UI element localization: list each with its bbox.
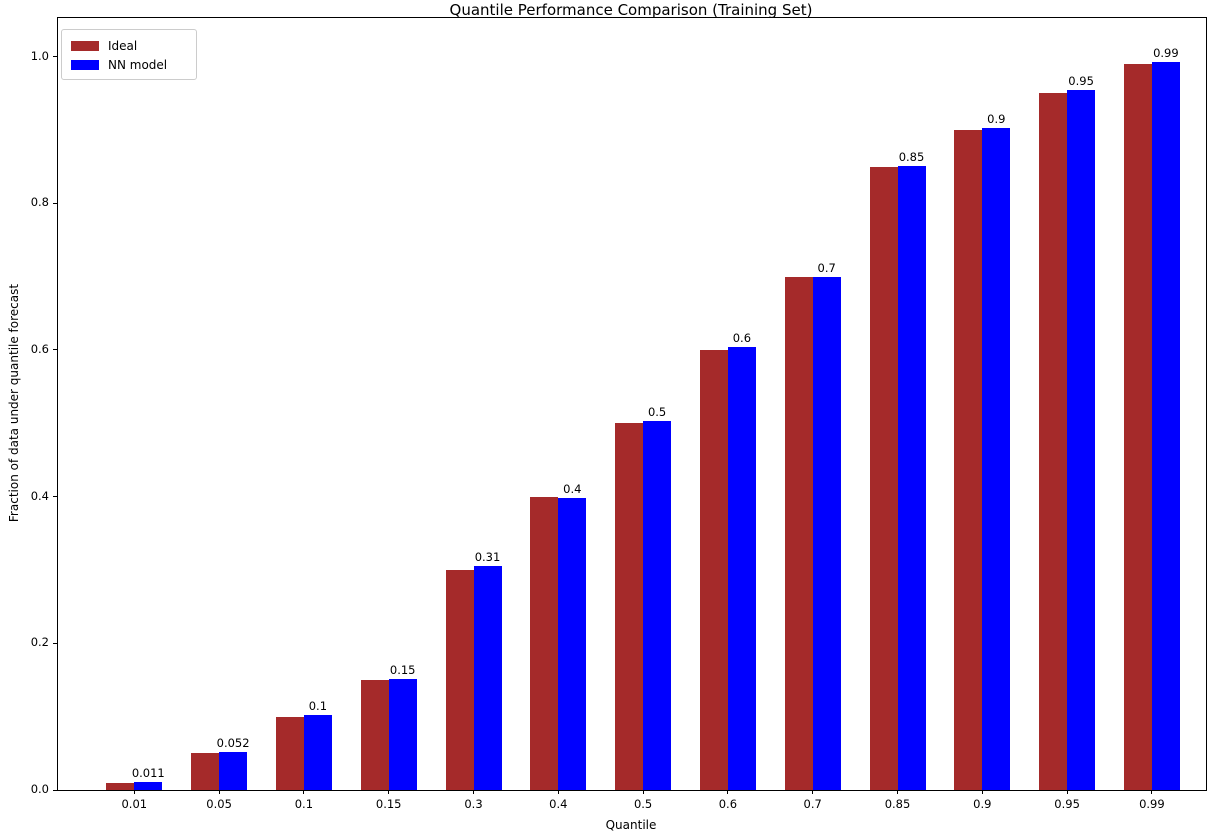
x-tick-label: 0.01 bbox=[121, 797, 148, 811]
bar-value-label: 0.052 bbox=[216, 735, 250, 750]
legend-swatch-ideal bbox=[71, 40, 99, 51]
bar-value-label: 0.4 bbox=[563, 482, 582, 497]
x-tick-label: 0.1 bbox=[294, 797, 314, 811]
x-tick-mark bbox=[1151, 790, 1153, 794]
bar-value-label: 0.95 bbox=[1068, 73, 1094, 88]
x-tick-mark bbox=[1066, 790, 1068, 794]
x-tick-mark bbox=[557, 790, 559, 794]
bar-ideal bbox=[1039, 93, 1068, 790]
bar-nn-model bbox=[219, 751, 248, 790]
x-tick-mark bbox=[812, 790, 814, 794]
x-tick-mark bbox=[388, 790, 390, 794]
y-tick-label: 0.2 bbox=[30, 635, 49, 650]
legend-label-nn-model: NN model bbox=[108, 57, 168, 72]
bar-ideal bbox=[360, 679, 389, 790]
bar-ideal bbox=[699, 349, 728, 790]
y-tick-mark bbox=[53, 202, 57, 204]
bar-nn-model bbox=[134, 781, 163, 790]
y-tick-label: 0.0 bbox=[30, 782, 49, 796]
bar-ideal bbox=[615, 423, 644, 790]
x-tick-mark bbox=[642, 790, 644, 794]
x-tick-label: 0.99 bbox=[1139, 797, 1165, 811]
bar-nn-model bbox=[727, 346, 756, 790]
x-tick-mark bbox=[897, 790, 898, 794]
bar-ideal bbox=[106, 782, 135, 790]
x-tick-mark bbox=[303, 790, 305, 794]
bar-ideal bbox=[191, 753, 220, 790]
x-tick-label: 0.15 bbox=[375, 797, 402, 811]
bar-value-label: 0.5 bbox=[647, 405, 667, 420]
bar-ideal bbox=[954, 129, 983, 790]
bar-nn-model bbox=[982, 127, 1011, 790]
bar-value-label: 0.85 bbox=[898, 149, 925, 164]
bar-ideal bbox=[530, 496, 559, 790]
bar-value-label: 0.011 bbox=[131, 765, 165, 780]
bar-value-label: 0.1 bbox=[308, 699, 328, 714]
bar-value-label: 0.6 bbox=[732, 330, 752, 345]
bar-value-label: 0.31 bbox=[474, 550, 501, 565]
x-tick-label: 0.05 bbox=[206, 797, 232, 811]
x-tick-mark bbox=[981, 790, 983, 794]
x-tick-label: 0.6 bbox=[718, 797, 738, 811]
bar-value-label: 0.7 bbox=[817, 260, 836, 275]
x-tick-label: 0.4 bbox=[549, 797, 568, 811]
bar-value-label: 0.15 bbox=[389, 662, 416, 677]
bar-value-label: 0.99 bbox=[1153, 46, 1179, 61]
y-tick-label: 0.6 bbox=[30, 341, 49, 356]
legend-item-ideal: Ideal bbox=[71, 36, 187, 55]
bar-ideal bbox=[275, 716, 304, 790]
y-tick-mark bbox=[53, 56, 57, 57]
x-tick-mark bbox=[727, 790, 729, 794]
bar-nn-model bbox=[1151, 62, 1180, 790]
x-tick-label: 0.5 bbox=[633, 797, 653, 811]
x-tick-mark bbox=[133, 790, 135, 794]
bar-nn-model bbox=[643, 421, 672, 790]
legend: Ideal NN model bbox=[61, 29, 197, 80]
legend-label-ideal: Ideal bbox=[108, 38, 138, 53]
y-tick-label: 1.0 bbox=[30, 48, 49, 63]
x-tick-mark bbox=[218, 790, 220, 794]
y-tick-label: 0.8 bbox=[30, 195, 49, 210]
bar-ideal bbox=[445, 569, 474, 790]
x-axis-label: Quantile bbox=[605, 818, 657, 832]
bar-ideal bbox=[869, 166, 898, 790]
bar-value-label: 0.9 bbox=[987, 111, 1006, 126]
y-axis-label: Fraction of data under quantile forecast bbox=[7, 283, 21, 523]
plot-area: Ideal NN model 0.0 0.2 0.4 0.6 0.8 1.0 0.011 0.… bbox=[31, 17, 1207, 811]
legend-item-nn-model: NN model bbox=[71, 55, 187, 74]
y-tick-mark bbox=[53, 642, 57, 644]
bar-nn-model bbox=[303, 715, 332, 790]
bar-nn-model bbox=[897, 165, 926, 790]
bar-nn-model bbox=[473, 566, 502, 790]
y-tick-mark bbox=[53, 789, 57, 791]
y-tick-mark bbox=[53, 349, 57, 351]
x-tick-label: 0.95 bbox=[1054, 797, 1080, 811]
x-tick-label: 0.9 bbox=[973, 797, 992, 811]
bar-ideal bbox=[1123, 63, 1152, 790]
y-tick-label: 0.4 bbox=[30, 488, 49, 503]
bar-nn-model bbox=[1067, 89, 1096, 790]
bar-nn-model bbox=[558, 498, 587, 790]
x-tick-label: 0.7 bbox=[803, 797, 822, 811]
x-tick-label: 0.3 bbox=[464, 797, 483, 811]
bar-ideal bbox=[784, 276, 813, 790]
y-tick-mark bbox=[53, 496, 57, 498]
legend-swatch-nn-model bbox=[71, 59, 99, 70]
chart-title: Quantile Performance Comparison (Trainin… bbox=[449, 1, 813, 19]
bar-nn-model bbox=[812, 276, 841, 790]
x-tick-mark bbox=[473, 790, 474, 794]
bar-nn-model bbox=[388, 678, 417, 790]
x-tick-label: 0.85 bbox=[884, 797, 911, 811]
